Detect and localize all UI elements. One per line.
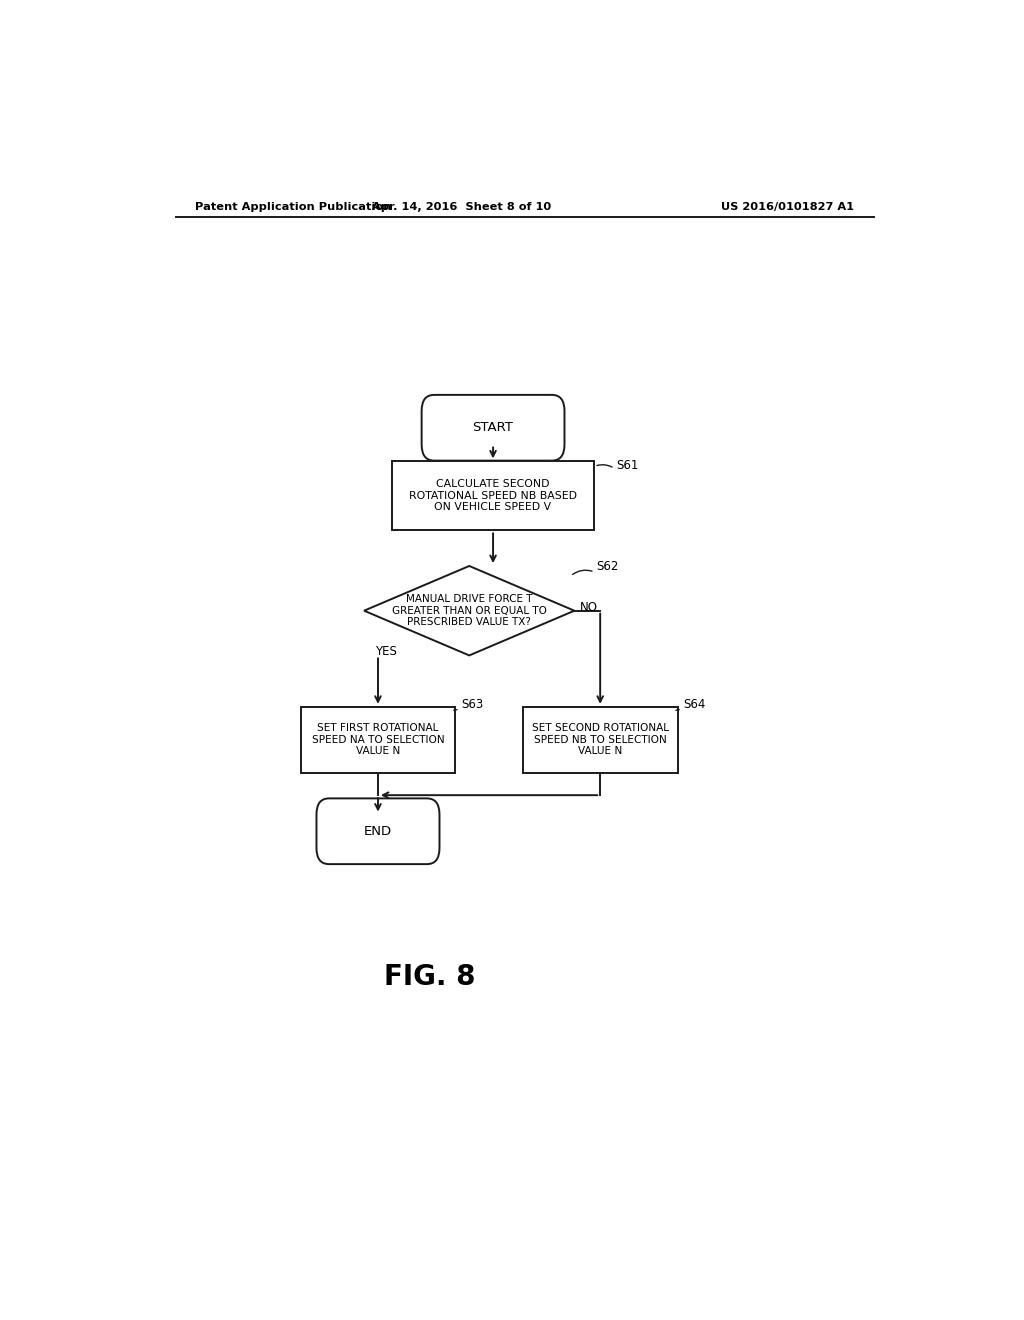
Text: S64: S64 [684,698,706,710]
Text: SET FIRST ROTATIONAL
SPEED NA TO SELECTION
VALUE N: SET FIRST ROTATIONAL SPEED NA TO SELECTI… [311,723,444,756]
Text: S63: S63 [461,698,483,710]
Text: Apr. 14, 2016  Sheet 8 of 10: Apr. 14, 2016 Sheet 8 of 10 [372,202,551,213]
Text: S61: S61 [616,459,638,471]
FancyBboxPatch shape [316,799,439,865]
Polygon shape [365,566,574,656]
Bar [301,706,456,772]
Text: END: END [364,825,392,838]
Text: START: START [473,421,513,434]
Text: S62: S62 [596,561,618,573]
Text: FIG. 8: FIG. 8 [384,962,475,990]
Text: MANUAL DRIVE FORCE T
GREATER THAN OR EQUAL TO
PRESCRIBED VALUE TX?: MANUAL DRIVE FORCE T GREATER THAN OR EQU… [392,594,547,627]
Text: Patent Application Publication: Patent Application Publication [196,202,392,213]
Text: SET SECOND ROTATIONAL
SPEED NB TO SELECTION
VALUE N: SET SECOND ROTATIONAL SPEED NB TO SELECT… [531,723,669,756]
Text: CALCULATE SECOND
ROTATIONAL SPEED NB BASED
ON VEHICLE SPEED V: CALCULATE SECOND ROTATIONAL SPEED NB BAS… [409,479,578,512]
Text: NO: NO [581,601,598,614]
Text: US 2016/0101827 A1: US 2016/0101827 A1 [721,202,854,213]
Bar [392,461,594,531]
Bar [523,706,678,772]
FancyBboxPatch shape [422,395,564,461]
Text: YES: YES [375,645,397,659]
